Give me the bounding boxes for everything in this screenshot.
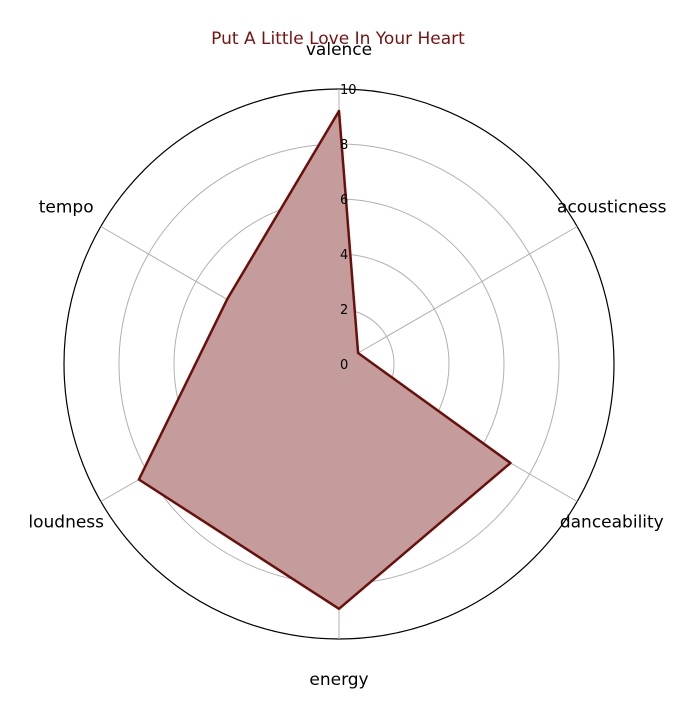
radial-tick-label: 10 bbox=[340, 83, 357, 98]
series-line bbox=[137, 109, 512, 611]
axis-label: acousticness bbox=[557, 198, 667, 218]
radial-tick-labels: 0 2 4 6 8 10 bbox=[340, 83, 357, 373]
radial-tick-label: 0 bbox=[340, 358, 348, 373]
axis-label: tempo bbox=[39, 198, 94, 218]
spoke-line bbox=[338, 226, 578, 365]
axis-label: valence bbox=[306, 40, 372, 60]
radial-tick-label: 4 bbox=[340, 248, 348, 263]
axis-label: loudness bbox=[28, 513, 104, 533]
axis-label: danceability bbox=[560, 513, 664, 533]
radial-tick-label: 8 bbox=[340, 138, 348, 153]
series-layer bbox=[137, 109, 512, 611]
radial-tick-label: 6 bbox=[340, 193, 348, 208]
series-area bbox=[138, 111, 511, 609]
axis-labels: valence acousticness danceability energy lou… bbox=[28, 40, 666, 690]
radial-tick-label: 2 bbox=[340, 303, 348, 318]
chart-title: Put A Little Love In Your Heart bbox=[211, 29, 465, 49]
axis-label: energy bbox=[309, 670, 368, 690]
